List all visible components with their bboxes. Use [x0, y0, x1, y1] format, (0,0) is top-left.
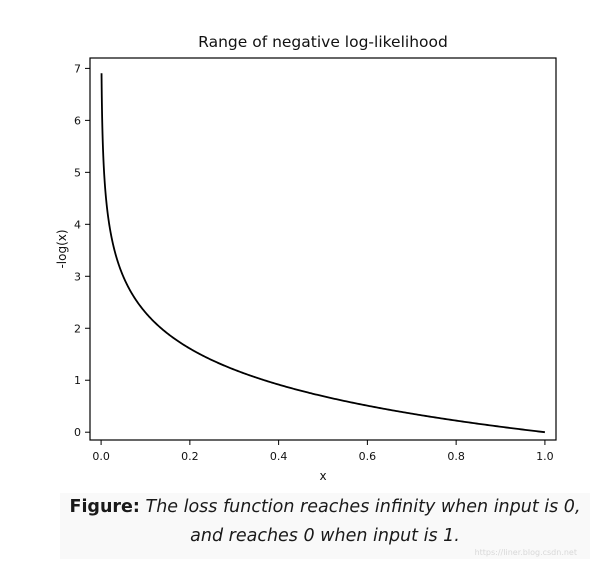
- y-tick-label: 6: [74, 114, 81, 127]
- x-tick-label: 1.0: [536, 450, 554, 463]
- y-tick-label: 1: [74, 374, 81, 387]
- y-tick-label: 2: [74, 322, 81, 335]
- figure-caption: Figure: The loss function reaches infini…: [60, 493, 590, 559]
- x-tick-label: 0.0: [92, 450, 110, 463]
- y-tick-label: 4: [74, 218, 81, 231]
- x-tick-label: 0.8: [447, 450, 465, 463]
- x-tick-label: 0.6: [359, 450, 377, 463]
- plot-frame: [89, 57, 557, 441]
- x-axis-ticks: 0.0 0.2 0.4 0.6 0.8 1.0: [92, 440, 554, 463]
- chart: Range of negative log-likelihood 0.0 0.2 0…: [55, 33, 557, 483]
- caption-lead: Figure:: [69, 497, 140, 517]
- y-axis-ticks: 0 1 2 3 4 5 6 7: [74, 62, 90, 439]
- x-tick-label: 0.2: [181, 450, 199, 463]
- x-tick-label: 0.4: [270, 450, 288, 463]
- y-tick-label: 0: [74, 426, 81, 439]
- series-line: [100, 73, 546, 434]
- chart-title: Range of negative log-likelihood: [198, 33, 448, 51]
- x-axis-label: x: [319, 469, 326, 483]
- y-axis-label: -log(x): [55, 229, 69, 268]
- watermark: https://liner.blog.csdn.net: [474, 548, 577, 557]
- y-tick-label: 5: [74, 166, 81, 179]
- y-tick-label: 3: [74, 270, 81, 283]
- y-tick-label: 7: [74, 62, 81, 75]
- caption-text: The loss function reaches infinity when …: [145, 497, 581, 546]
